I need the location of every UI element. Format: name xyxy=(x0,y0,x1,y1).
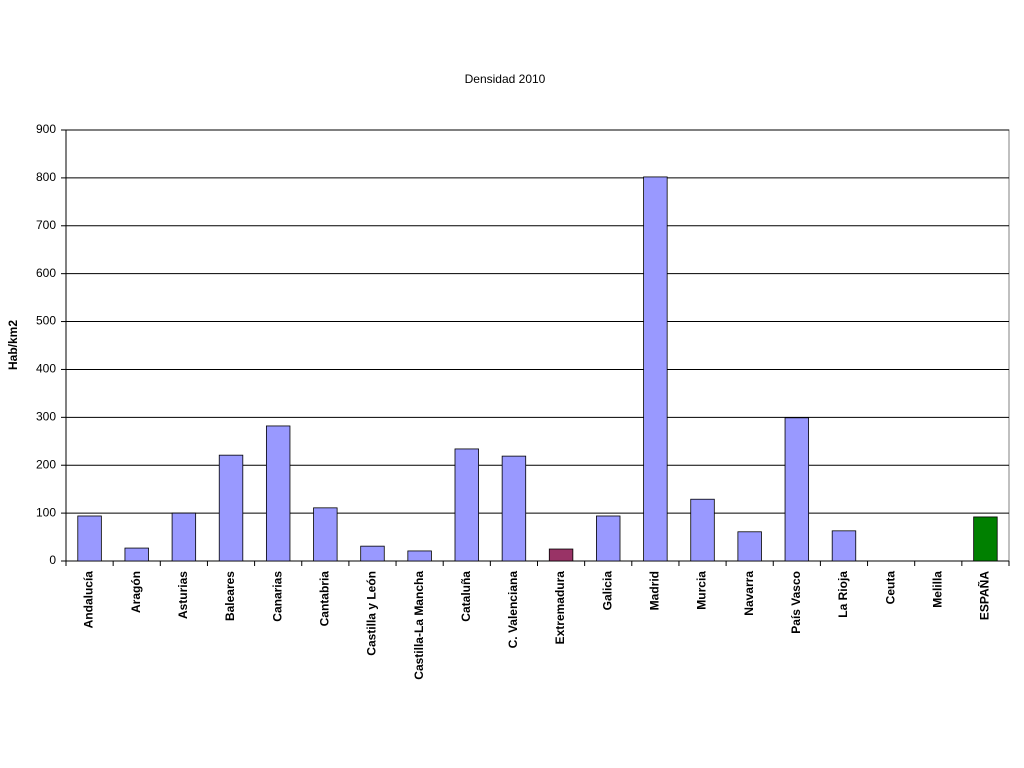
bar xyxy=(171,512,197,562)
x-tick-label: ESPAÑA xyxy=(977,571,992,620)
bar xyxy=(831,530,857,562)
y-tick-label: 600 xyxy=(36,266,56,280)
bar xyxy=(690,498,715,562)
x-tick-label: Galicia xyxy=(600,571,614,611)
bar xyxy=(360,545,385,562)
y-tick-label: 100 xyxy=(36,505,56,519)
bar xyxy=(643,176,668,562)
y-tick-label: 300 xyxy=(36,410,56,424)
x-tick-label: País Vasco xyxy=(789,571,803,634)
bar xyxy=(265,425,291,562)
x-tick-label: Canarias xyxy=(270,571,284,622)
bar xyxy=(784,417,810,562)
x-tick-label: Extremadura xyxy=(553,571,567,645)
x-tick-label: Murcia xyxy=(695,571,709,610)
x-tick-label: Castilla y León xyxy=(365,571,379,656)
y-tick-label: 500 xyxy=(36,314,56,328)
y-tick-label: 900 xyxy=(36,122,56,136)
x-tick-label: Asturias xyxy=(176,571,190,619)
bar xyxy=(596,515,621,562)
bar xyxy=(454,448,479,562)
x-tick-label: Aragón xyxy=(129,571,143,613)
y-tick-label: 0 xyxy=(49,553,56,567)
x-tick-label: Cantabria xyxy=(317,571,331,627)
x-tick-label: Navarra xyxy=(742,571,756,616)
bar xyxy=(548,548,574,562)
bar xyxy=(77,515,102,562)
plot-area xyxy=(65,129,1010,562)
x-tick-label: C. Valenciana xyxy=(506,571,520,649)
bar xyxy=(407,550,432,562)
y-tick-label: 800 xyxy=(36,170,56,184)
y-tick-label: 400 xyxy=(36,362,56,376)
x-tick-label: Ceuta xyxy=(883,571,897,605)
x-tick-label: Cataluña xyxy=(459,571,473,622)
bar xyxy=(737,531,762,562)
bar xyxy=(313,507,338,562)
x-tick-label: Melilla xyxy=(930,571,944,608)
y-tick-label: 700 xyxy=(36,218,56,232)
x-tick-label: Madrid xyxy=(648,571,662,610)
chart-title: Densidad 2010 xyxy=(465,72,546,86)
bar xyxy=(218,454,244,562)
x-tick-label: La Rioja xyxy=(836,571,850,618)
y-axis-label: Hab/km2 xyxy=(6,320,20,370)
x-tick-label: Andalucía xyxy=(82,571,96,629)
y-tick-label: 200 xyxy=(36,457,56,471)
bar xyxy=(501,455,527,562)
x-tick-label: Baleares xyxy=(223,571,237,621)
bar xyxy=(973,516,998,562)
x-tick-label: Castilla-La Mancha xyxy=(412,571,426,680)
bar xyxy=(124,547,149,562)
